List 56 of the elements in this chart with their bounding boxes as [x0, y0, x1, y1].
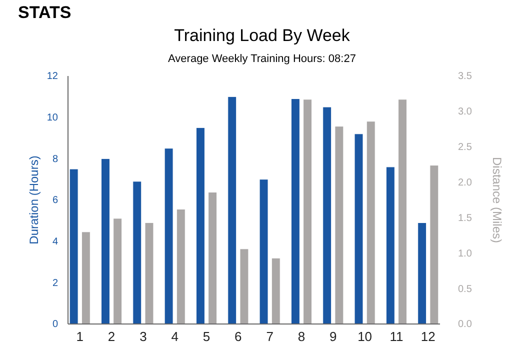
bar — [100, 158, 110, 324]
x-tick-label: 11 — [390, 329, 404, 344]
y-tick-label: 12 — [46, 71, 58, 82]
y2-tick-label: 2.5 — [458, 142, 472, 154]
text: STATS — [18, 3, 72, 22]
y2-axis-title: Distance (Miles) — [490, 156, 504, 244]
chart-subtitle: Average Weekly Training Hours: 08:27 — [168, 53, 356, 65]
bar — [113, 218, 122, 324]
bar — [386, 166, 395, 324]
y-tick-label: 4 — [52, 236, 58, 248]
y-tick-label: 2 — [52, 278, 58, 289]
bar — [176, 208, 186, 324]
x-tick-label: 7 — [266, 329, 274, 344]
x-tick-label: 8 — [298, 329, 306, 344]
x-tick-label: 6 — [234, 329, 242, 344]
y-axis-title: Duration (Hours) — [27, 156, 41, 244]
bar — [334, 126, 344, 324]
y-tick-label: 8 — [52, 154, 58, 165]
chart-title: Training Load By Week — [174, 26, 350, 45]
y2-tick-label: 2.0 — [458, 177, 472, 188]
bar — [259, 179, 268, 324]
x-tick-label: 2 — [108, 329, 116, 344]
x-tick-label: 3 — [140, 329, 147, 344]
y2-tick-label: 1.5 — [458, 212, 472, 224]
bar — [208, 192, 218, 324]
bar — [144, 222, 154, 324]
bar — [271, 258, 280, 324]
x-tick-label: 12 — [420, 329, 436, 344]
x-tick-label: 10 — [358, 329, 372, 344]
bar — [366, 121, 376, 324]
y2-tick-label: 1.0 — [458, 248, 472, 260]
x-tick-label: 5 — [202, 329, 210, 344]
y-tick-label: 10 — [46, 112, 58, 124]
y-tick-label: 6 — [52, 195, 58, 206]
x-tick-label: 4 — [171, 329, 178, 344]
x-tick-label: 1 — [76, 329, 84, 344]
bar — [398, 99, 408, 324]
bar — [354, 134, 364, 324]
bar — [132, 181, 142, 324]
bar — [196, 127, 205, 324]
y2-tick-label: 3.0 — [458, 106, 472, 118]
bar — [81, 232, 90, 324]
y2-tick-label: 3.5 — [458, 71, 472, 82]
bar — [290, 98, 300, 324]
y2-tick-label: 0.0 — [458, 319, 472, 330]
bar — [240, 248, 249, 324]
y-tick-label: 0 — [52, 319, 58, 330]
bar — [228, 96, 237, 324]
bar — [164, 148, 174, 324]
x-tick-label: 9 — [330, 329, 337, 344]
bar — [418, 222, 427, 324]
bar — [430, 165, 439, 324]
y2-tick-label: 0.5 — [458, 284, 472, 295]
bar — [303, 99, 312, 324]
bar — [69, 168, 78, 324]
bar — [322, 106, 332, 324]
